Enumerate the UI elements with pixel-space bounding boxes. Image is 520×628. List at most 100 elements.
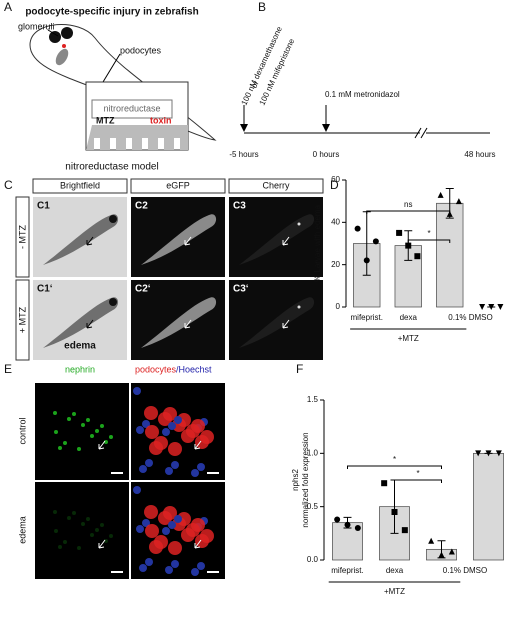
larva: [141, 214, 217, 265]
column-header: nephrin: [65, 364, 95, 374]
group-label: +MTZ: [384, 587, 405, 596]
label: glomeruli: [18, 21, 55, 31]
stain: [67, 417, 71, 421]
data-point: [448, 548, 455, 555]
significance-bracket: [347, 465, 442, 469]
annotation: edema: [64, 341, 96, 352]
fish-outline: [29, 23, 217, 141]
data-point: [372, 238, 379, 245]
larva: [43, 214, 119, 265]
arrow: [98, 539, 106, 549]
stain: [54, 529, 58, 533]
nucleus: [162, 527, 170, 535]
nucleus: [168, 422, 176, 430]
tile-label: C1: [37, 201, 50, 212]
nucleus: [197, 463, 205, 471]
significance-label: *: [393, 455, 396, 464]
nucleus: [139, 564, 147, 572]
x-tick-label: dexa: [386, 566, 404, 575]
stain: [58, 545, 62, 549]
stain: [72, 412, 76, 416]
x-tick-label: dexa: [400, 313, 418, 322]
data-point: [455, 198, 462, 205]
arrow: [98, 440, 106, 450]
podocyte: [177, 413, 191, 427]
larva: [239, 297, 315, 348]
cells: [86, 125, 188, 150]
column-header: Brightfield: [60, 180, 100, 190]
panel-label: C: [4, 178, 13, 192]
larva: [141, 297, 217, 348]
y-tick-label: 0: [336, 302, 341, 311]
data-point: [497, 304, 504, 310]
stain: [81, 423, 85, 427]
bar: [473, 452, 504, 561]
panel-label: F: [296, 362, 303, 376]
podocyte: [177, 512, 191, 526]
data-point: [354, 525, 361, 531]
data-point: [475, 450, 482, 457]
significance-label: *: [427, 229, 430, 238]
nucleus: [136, 426, 144, 434]
row-header: + MTZ: [17, 306, 27, 333]
significance-label: ns: [404, 200, 412, 209]
y-tick-label: 40: [331, 217, 340, 226]
nucleus: [145, 459, 153, 467]
break: [414, 127, 422, 139]
significance-label: *: [416, 469, 419, 478]
nucleus: [162, 428, 170, 436]
data-point: [391, 509, 398, 515]
tile-label: C3‘: [233, 284, 249, 295]
stain: [90, 434, 94, 438]
podocyte: [200, 430, 214, 444]
y-axis-label: nphs2: [291, 469, 300, 491]
y-tick-label: 20: [331, 260, 340, 269]
nucleus: [191, 568, 199, 576]
nucleus: [191, 469, 199, 477]
row-box: [15, 279, 30, 361]
row-header: edema: [17, 516, 27, 544]
bar-chart: F 0.0 0.5 1.0 1.5 nphs2 normalized fold expres…: [291, 362, 504, 596]
nucleus: [139, 465, 147, 473]
nucleus: [165, 467, 173, 475]
nucleus: [174, 416, 182, 424]
data-point: [485, 450, 492, 457]
nucleus: [168, 521, 176, 529]
stain: [67, 516, 71, 520]
label: 0.1 mM metronidazol: [325, 90, 400, 99]
stain: [77, 447, 81, 451]
row-box: [15, 196, 30, 278]
label: toxin: [150, 115, 172, 125]
header-box: [32, 178, 128, 194]
pointer: [102, 53, 121, 83]
podocyte: [191, 518, 205, 532]
arrow: [194, 440, 202, 450]
nucleus: [133, 486, 141, 494]
podocyte: [200, 529, 214, 543]
stain: [95, 429, 99, 433]
data-point: [438, 551, 445, 558]
data-point: [405, 242, 412, 249]
data-point: [363, 257, 370, 264]
podocyte: [163, 506, 177, 520]
column-header: podocytes: [135, 364, 177, 374]
stain: [58, 446, 62, 450]
y-axis-label: % Larvae with edema: [313, 204, 322, 281]
significance-bracket: [394, 479, 442, 483]
tile-label: C1‘: [37, 284, 53, 295]
micrograph: [35, 482, 129, 579]
significance-bracket: [407, 239, 451, 243]
data-point: [344, 521, 351, 528]
y-tick-label: 0.5: [307, 502, 319, 511]
y-tick-label: 1.0: [307, 448, 319, 457]
stain: [63, 441, 67, 445]
data-point: [334, 516, 341, 523]
eye: [61, 27, 73, 39]
stain: [72, 511, 76, 515]
data-point: [354, 225, 361, 232]
header-box: [228, 178, 324, 194]
larva: [239, 214, 315, 265]
nucleus: [142, 420, 150, 428]
column-header: /Hoechst: [176, 364, 212, 374]
